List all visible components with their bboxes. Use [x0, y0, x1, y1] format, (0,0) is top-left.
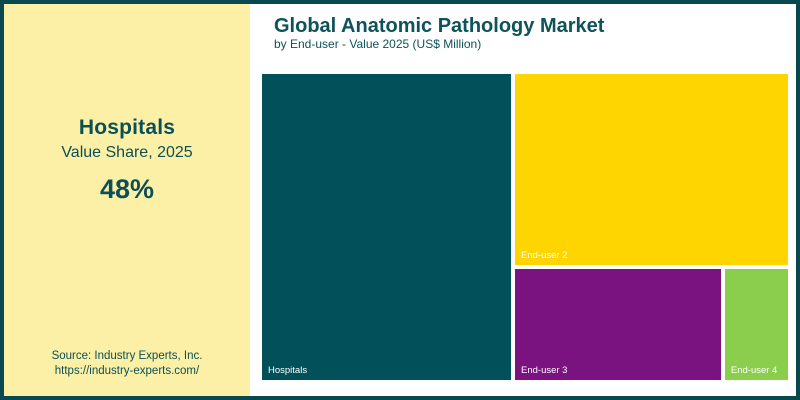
highlight-panel: Hospitals Value Share, 2025 48% Source: … [4, 4, 250, 396]
treemap-cell-label: End-user 2 [521, 249, 568, 261]
treemap-cell-label: End-user 3 [521, 364, 568, 376]
chart-subtitle: by End-user - Value 2025 (US$ Million) [274, 37, 482, 51]
highlight-value: 48% [99, 174, 155, 204]
highlight-category: Hospitals [78, 116, 176, 139]
source-url: https://industry-experts.com/ [54, 365, 200, 378]
treemap: Hospitals End-user 2 End-user 3 End-user 4 [262, 74, 788, 380]
highlight-block: Hospitals Value Share, 2025 48% [4, 116, 250, 205]
treemap-cell-end-user-3: End-user 3 [515, 268, 722, 380]
treemap-cell-end-user-2: End-user 2 [515, 74, 788, 265]
treemap-cell-end-user-4: End-user 4 [724, 268, 788, 380]
treemap-cell-label: Hospitals [268, 365, 308, 376]
source-note: Source: Industry Experts, Inc. https://i… [4, 349, 250, 380]
chart-title: Global Anatomic Pathology Market [274, 15, 605, 37]
highlight-caption: Value Share, 2025 [61, 144, 193, 161]
source-line: Source: Industry Experts, Inc. [51, 349, 203, 362]
treemap-cell-hospitals: Hospitals [262, 74, 511, 380]
treemap-cell-label: End-user 4 [730, 364, 778, 376]
